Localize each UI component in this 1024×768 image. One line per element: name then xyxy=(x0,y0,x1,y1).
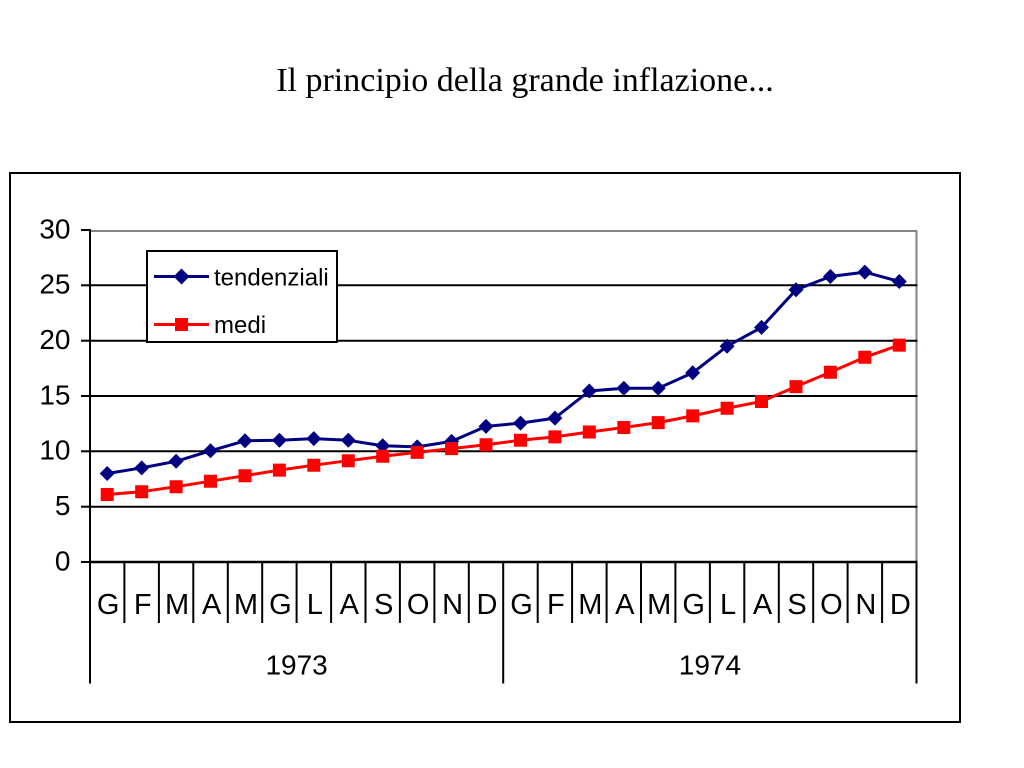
svg-text:medi: medi xyxy=(214,312,266,339)
svg-text:0: 0 xyxy=(55,545,71,576)
svg-text:S: S xyxy=(787,589,806,621)
svg-text:G: G xyxy=(269,589,292,621)
svg-text:15: 15 xyxy=(39,379,70,410)
svg-text:25: 25 xyxy=(39,269,70,300)
svg-text:F: F xyxy=(134,589,152,621)
svg-text:10: 10 xyxy=(39,435,70,466)
svg-text:S: S xyxy=(374,589,393,621)
svg-text:G: G xyxy=(510,589,533,621)
svg-text:M: M xyxy=(578,589,602,621)
svg-text:G: G xyxy=(682,589,705,621)
svg-text:1974: 1974 xyxy=(679,650,741,681)
svg-text:D: D xyxy=(477,589,498,621)
svg-text:5: 5 xyxy=(55,490,71,521)
svg-text:G: G xyxy=(97,589,120,621)
svg-text:F: F xyxy=(547,589,565,621)
svg-text:N: N xyxy=(442,589,463,621)
svg-text:A: A xyxy=(615,589,635,621)
svg-text:M: M xyxy=(647,589,671,621)
svg-text:L: L xyxy=(307,589,323,621)
svg-text:N: N xyxy=(855,589,876,621)
svg-text:A: A xyxy=(753,589,773,621)
svg-text:A: A xyxy=(340,589,360,621)
svg-text:D: D xyxy=(890,589,911,621)
svg-text:O: O xyxy=(820,589,843,621)
svg-text:L: L xyxy=(720,589,736,621)
svg-text:tendenziali: tendenziali xyxy=(214,265,329,292)
svg-text:M: M xyxy=(234,589,258,621)
svg-text:A: A xyxy=(202,589,222,621)
svg-text:30: 30 xyxy=(39,213,70,244)
svg-text:O: O xyxy=(407,589,430,621)
svg-text:M: M xyxy=(165,589,189,621)
svg-text:1973: 1973 xyxy=(265,650,327,681)
svg-text:20: 20 xyxy=(39,324,70,355)
